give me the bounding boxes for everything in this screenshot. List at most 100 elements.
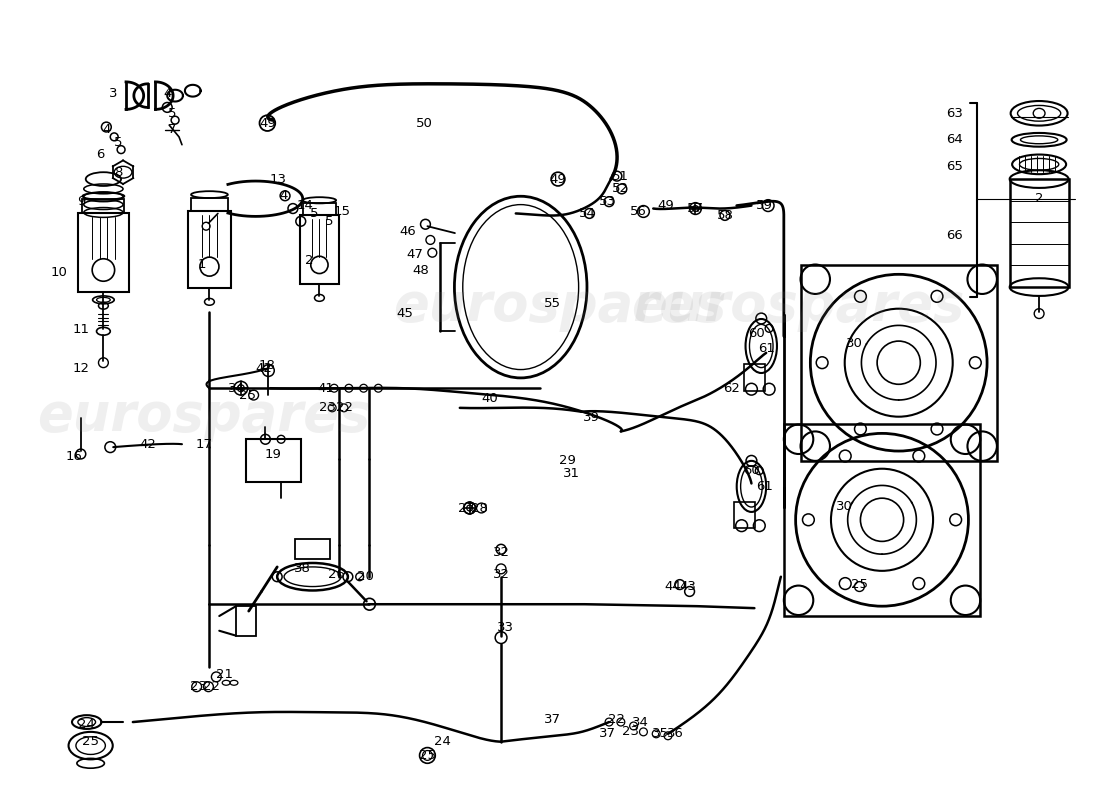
Text: 32: 32 [493,568,509,582]
Text: 23: 23 [190,680,207,694]
Text: eurospares: eurospares [37,390,371,442]
Text: 56: 56 [630,205,647,218]
Text: 50: 50 [416,117,433,130]
Text: 30: 30 [836,499,854,513]
Text: 43: 43 [679,580,696,593]
Text: 4: 4 [102,123,110,137]
Text: 16: 16 [66,450,82,463]
Text: 64: 64 [946,134,964,146]
Text: 54: 54 [579,207,596,220]
Text: 10: 10 [51,266,68,279]
Text: 1: 1 [197,258,206,271]
Text: 66: 66 [946,229,964,242]
Bar [82,199,124,214]
Text: 37: 37 [543,713,561,726]
Text: 21: 21 [216,669,233,682]
Text: 3: 3 [109,87,118,100]
Bar [191,198,228,211]
Text: 49: 49 [258,117,276,130]
Text: 59: 59 [756,199,772,212]
Text: eurospares: eurospares [394,280,727,332]
Text: 61: 61 [756,480,772,493]
Text: 25: 25 [851,578,868,591]
Text: 39: 39 [583,411,600,424]
Text: 23: 23 [623,726,639,738]
Text: 29: 29 [560,454,576,467]
Text: 42: 42 [255,362,272,375]
Text: 14: 14 [296,199,314,212]
Text: 5: 5 [324,215,333,228]
Text: 62: 62 [724,382,740,394]
Bar [784,423,980,616]
Text: 4: 4 [163,87,172,100]
Bar [295,539,330,559]
Text: 28: 28 [471,502,488,514]
Text: 36: 36 [668,727,684,740]
Text: 65: 65 [946,160,964,173]
Text: 12: 12 [73,362,89,375]
Text: 19: 19 [265,447,282,461]
Text: eurospares: eurospares [631,280,965,332]
Text: 17: 17 [196,438,213,450]
Text: 5: 5 [168,106,176,120]
Text: 31: 31 [563,467,581,480]
Text: 13: 13 [270,173,287,186]
Text: 46: 46 [399,225,416,238]
Bar [188,211,231,288]
Text: 35: 35 [651,727,669,740]
Text: 4: 4 [279,190,287,202]
Text: 40: 40 [481,391,497,405]
Text: 2: 2 [306,254,313,267]
Text: 33: 33 [497,622,515,634]
Text: 32: 32 [493,546,509,558]
Text: 60: 60 [748,326,764,340]
Bar [236,606,255,636]
Text: 41: 41 [318,382,334,394]
Text: 57: 57 [688,202,704,215]
Bar [245,439,300,482]
Text: 34: 34 [228,382,244,394]
Text: 30: 30 [846,337,864,350]
Text: 8: 8 [114,166,122,178]
Bar [801,265,997,461]
Text: 42: 42 [140,438,156,450]
Text: 25: 25 [82,735,99,748]
Text: 53: 53 [598,195,616,208]
Text: 5: 5 [114,136,122,150]
Text: 24: 24 [433,735,451,748]
Text: 9: 9 [77,195,85,208]
Bar [734,502,756,528]
Text: 5: 5 [310,207,319,220]
Text: 27: 27 [459,502,475,514]
Text: 61: 61 [758,342,774,355]
Bar [302,203,337,215]
Text: 26: 26 [328,568,344,582]
Bar [78,214,129,292]
Text: 34: 34 [632,715,649,729]
Text: 2322: 2322 [319,402,353,414]
Text: 44: 44 [664,580,681,593]
Text: 6: 6 [97,148,104,161]
Text: 45: 45 [396,307,414,320]
Text: 2: 2 [1035,192,1044,206]
Text: 20: 20 [358,570,374,583]
Text: 58: 58 [716,209,734,222]
Text: 18: 18 [258,359,276,372]
Text: 63: 63 [946,106,964,120]
Text: 7: 7 [168,123,176,137]
Text: 22: 22 [608,713,626,726]
Bar [1010,179,1068,287]
Text: 11: 11 [73,323,89,336]
Text: 37: 37 [598,727,616,740]
Text: 25: 25 [419,749,436,762]
Bar [300,215,339,284]
Text: 47: 47 [406,248,424,261]
Text: 48: 48 [412,264,429,277]
Text: 49: 49 [550,173,566,186]
Text: 24: 24 [78,718,96,730]
Text: 15: 15 [333,205,351,218]
Text: 60: 60 [744,464,760,477]
Text: 49: 49 [658,199,674,212]
Text: 25: 25 [239,389,256,402]
Text: 22: 22 [202,680,220,694]
